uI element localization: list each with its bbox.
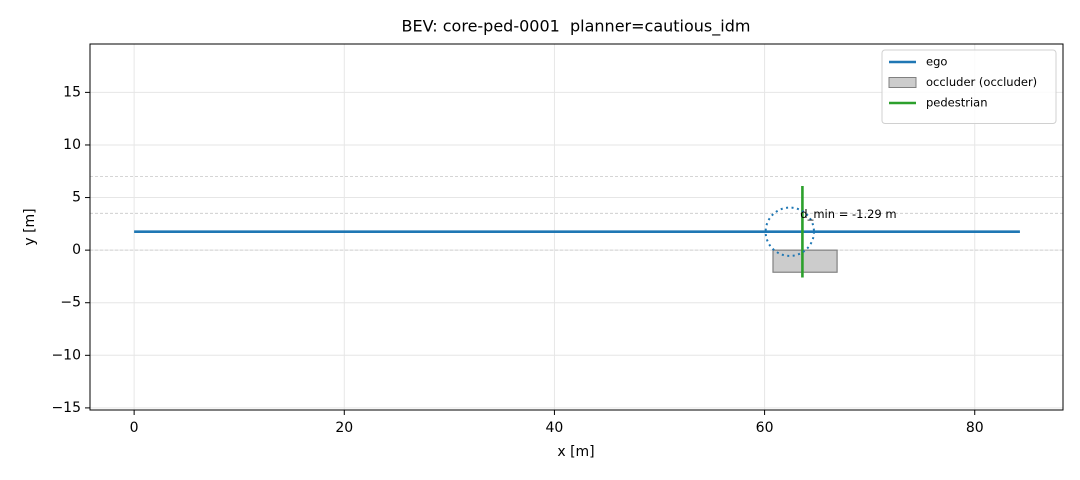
y-tick-label: −10 <box>51 347 81 363</box>
x-tick-label: 80 <box>966 420 984 436</box>
occluder <box>772 249 838 273</box>
legend-swatch <box>888 77 917 88</box>
x-tick-label: 20 <box>335 420 353 436</box>
y-tick-label: 0 <box>72 242 81 258</box>
legend: ego occluder (occluder) pedestrian <box>881 49 1057 124</box>
y-tick-label: 5 <box>72 190 81 206</box>
axes-frame <box>89 43 1064 411</box>
x-tick-label: 60 <box>756 420 774 436</box>
y-tick-label: 10 <box>63 137 81 153</box>
legend-label: ego <box>926 55 947 69</box>
legend-box <box>881 49 1057 124</box>
y-axis-label: y [m] <box>22 208 38 245</box>
x-tick-label: 40 <box>546 420 564 436</box>
chart-title: BEV: core-ped-0001 planner=cautious_idm <box>402 17 751 37</box>
x-axis-label: x [m] <box>557 444 594 460</box>
annotation: d_min = -1.29 m <box>800 207 896 221</box>
dmin-circle <box>764 206 815 257</box>
y-tick-label: −5 <box>60 295 81 311</box>
legend-label: occluder (occluder) <box>926 75 1037 89</box>
y-tick-label: 15 <box>63 84 81 100</box>
y-tick-label: −15 <box>51 400 81 416</box>
x-tick-label: 0 <box>130 420 139 436</box>
legend-label: pedestrian <box>926 96 988 110</box>
